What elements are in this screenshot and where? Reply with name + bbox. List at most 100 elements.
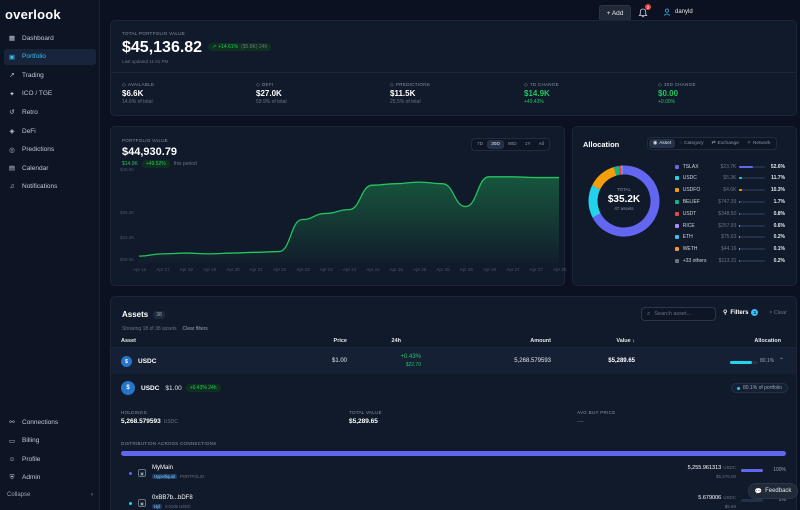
chat-icon: 💬 [754, 488, 763, 495]
donut-slice[interactable] [613, 165, 621, 176]
sidebar-item-billing[interactable]: ▭ Billing [4, 433, 96, 449]
sidebar-item-defi[interactable]: ◈ DeFi [4, 123, 96, 139]
range-7d[interactable]: 7D [477, 142, 484, 147]
bell-icon[interactable] [638, 8, 648, 18]
allocation-name: WETH [682, 246, 698, 253]
allocation-title: Allocation [583, 140, 620, 149]
sidebar-item-label: Admin [22, 474, 41, 482]
column-header[interactable]: Allocation [754, 338, 781, 344]
column-header[interactable]: Amount [530, 338, 551, 344]
allocation-color-swatch [675, 211, 679, 216]
search-asset-input[interactable]: ⌕ Search asset... [641, 307, 716, 321]
connection-name[interactable]: 0xBB7b...bDF8 [152, 495, 193, 501]
sidebar-item-ico-tge[interactable]: ✦ ICO / TGE [4, 86, 96, 102]
chevron-up-icon[interactable]: ⌃ [779, 358, 785, 364]
range-30d[interactable]: 30D [487, 140, 504, 149]
column-header[interactable]: 24h [391, 338, 401, 344]
allocation-bar [739, 248, 766, 251]
exchange-tab-icon: ⇄ [711, 141, 716, 146]
allocation-donut [588, 165, 660, 237]
connection-name[interactable]: MyMain [152, 465, 174, 471]
range-all[interactable]: All [538, 142, 544, 147]
x-tick-label: Apr 28 [553, 267, 566, 272]
allocation-item[interactable]: BELIEF $747.39 1.7% [675, 197, 785, 206]
range-1y[interactable]: 1Y [524, 142, 531, 147]
app-logo[interactable]: overlook [5, 7, 61, 22]
last-updated: Last updated 11:01 PM [122, 59, 169, 64]
column-header[interactable]: Value ↓ [616, 338, 635, 344]
donut-slice[interactable] [588, 185, 601, 218]
sidebar-item-retro[interactable]: ↺ Retro [4, 104, 96, 120]
sidebar-item-dashboard[interactable]: ▦ Dashboard [4, 30, 96, 46]
column-header[interactable]: Price [333, 338, 347, 344]
holdings-unit: USDC [163, 419, 178, 425]
feedback-button[interactable]: 💬 Feedback [748, 483, 798, 499]
stat-label: AVAILABLE [128, 82, 155, 87]
stat-value: $27.0K [256, 89, 282, 98]
allocation-item[interactable]: TSLAX $23.7K 52.6% [675, 162, 785, 171]
allocation-item[interactable]: USDFO $4.6K 10.3% [675, 186, 785, 195]
link-icon: ⚯ [9, 419, 15, 426]
x-tick-label: Apr 21 [250, 267, 264, 272]
sidebar-item-trading[interactable]: ↗ Trading [4, 67, 96, 83]
range-90d[interactable]: 90D [507, 142, 517, 147]
allocation-bar [739, 236, 766, 239]
collapse-label: Collapse [7, 492, 31, 498]
allocation-item[interactable]: WETH $44.16 0.1% [675, 245, 785, 254]
sidebar-item-label: Profile [22, 455, 41, 463]
table-row[interactable]: $ USDC $1.00 +0.43% $22.70 5,268.579593 … [111, 348, 796, 374]
connection-sub: 0.0105 USDC [165, 504, 191, 509]
sidebar-item-profile[interactable]: ☺ Profile [4, 451, 96, 467]
allocation-tab-exchange[interactable]: ⇄ Exchange [708, 139, 743, 148]
allocation-item[interactable]: ETH $75.63 0.2% [675, 233, 785, 242]
connection-bar [741, 499, 763, 502]
y-tick-label: $33.2K [120, 235, 134, 240]
allocation-item[interactable]: RICE $257.93 0.6% [675, 221, 785, 230]
donut-slice[interactable] [592, 166, 617, 190]
user-menu[interactable]: danyld [663, 8, 693, 16]
usdc-token-icon: $ [121, 356, 132, 367]
shield-icon: ⛨ [9, 473, 15, 481]
portfolio-share-text: 80.1% of portfolio [743, 385, 782, 391]
summary-change-badge: ↗ +14.61% ($5.8K) 24h [208, 43, 272, 51]
stat-value: $6.6K [122, 89, 144, 98]
sidebar-item-label: Calendar [22, 164, 49, 172]
sidebar-item-predictions[interactable]: ◎ Predictions [4, 142, 96, 158]
filters-button[interactable]: ⚲ Filters 1 [723, 309, 759, 316]
donut-slice[interactable] [592, 165, 660, 237]
trend-up-icon: ↗ [212, 44, 217, 50]
allocation-tab-category[interactable]: ◌ Category [675, 139, 707, 148]
sidebar-item-label: Portfolio [22, 53, 46, 61]
allocation-tab-network[interactable]: ✧ Network [743, 139, 775, 148]
add-button[interactable]: + Add [599, 5, 631, 21]
allocation-pct: 0.6% [773, 222, 786, 229]
bell-icon: ♫ [9, 183, 15, 191]
allocation-tab-label: Network [752, 141, 771, 146]
clear-filters-link[interactable]: Clear filters [182, 326, 208, 332]
summary-divider [111, 72, 796, 73]
collapse-button[interactable]: Collapse ‹ [7, 492, 93, 498]
sidebar-item-admin[interactable]: ⛨ Admin [4, 470, 96, 486]
connection-sub-row: Hyl 0.0105 USDC [152, 504, 191, 509]
allocation-item[interactable]: USDC $5.3K 11.7% [675, 174, 785, 183]
asset-amount: 5,268.579593 [514, 358, 551, 364]
sidebar-item-portfolio[interactable]: ▣ Portfolio [4, 48, 96, 65]
connection-pct: 100% [773, 467, 786, 473]
clear-button[interactable]: × Clear [769, 310, 787, 316]
allocation-pct: 0.1% [773, 246, 786, 253]
sidebar-item-notifications[interactable]: ♫ Notifications [4, 179, 96, 195]
x-tick-label: Apr 17 [156, 267, 170, 272]
donut-sub: 47 assets [614, 206, 634, 211]
allocation-tab-asset[interactable]: ◉ Asset [649, 139, 676, 148]
connection-tag: Hyperliquid [152, 474, 177, 479]
sidebar-item-label: Notifications [22, 183, 58, 191]
allocation-item[interactable]: USDT $348.60 0.8% [675, 209, 785, 218]
sidebar-item-connections[interactable]: ⚯ Connections [4, 414, 96, 430]
y-tick-label: $35.2K [120, 210, 134, 215]
x-tick-label: Apr 25 [390, 267, 404, 272]
summary-change-abs: ($5.8K) 24h [241, 44, 268, 50]
sidebar-item-calendar[interactable]: ▤ Calendar [4, 160, 96, 176]
assets-showing: Showing 18 of 38 assets [122, 326, 177, 332]
chart-area-fill [139, 176, 559, 263]
allocation-item[interactable]: +33 others $113.31 0.2% [675, 256, 785, 265]
